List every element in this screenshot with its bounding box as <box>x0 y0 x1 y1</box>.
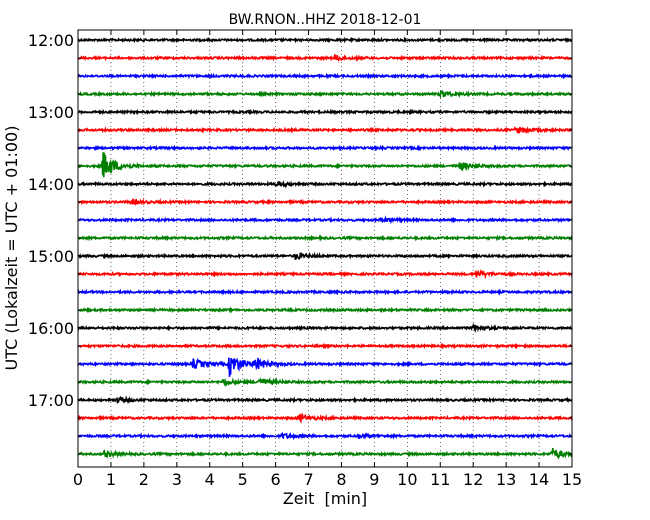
x-tick-label: 4 <box>205 470 215 489</box>
seismogram-trace <box>77 234 573 243</box>
x-tick-label: 12 <box>463 470 483 489</box>
seismogram-trace <box>77 376 573 388</box>
x-axis-label: Zeit [min] <box>283 489 367 508</box>
y-tick-label: 17:00 <box>28 391 74 410</box>
x-tick-label: 0 <box>73 470 83 489</box>
seismogram-trace <box>77 431 573 441</box>
y-tick-label: 15:00 <box>28 247 74 266</box>
seismogram-trace <box>77 54 573 63</box>
seismogram-trace <box>77 36 573 44</box>
x-tick-label: 2 <box>139 470 149 489</box>
seismogram-trace <box>77 412 573 424</box>
seismogram-trace <box>77 108 573 116</box>
seismogram-trace <box>77 152 573 178</box>
x-tick-label: 8 <box>336 470 346 489</box>
x-tick-label: 13 <box>496 470 516 489</box>
y-axis-label: UTC (Lokalzeit = UTC + 01:00) <box>2 126 21 371</box>
x-axis: 0 1 2 3 4 5 6 7 8 9 10 11 12 13 14 15 <box>73 30 582 489</box>
seismogram-trace <box>77 125 573 135</box>
seismogram-trace <box>77 251 573 260</box>
seismogram-trace <box>77 197 573 206</box>
vertical-grid <box>110 30 540 467</box>
seismogram-trace <box>77 144 573 152</box>
seismogram-trace <box>77 342 573 350</box>
seismogram-trace <box>78 306 573 314</box>
seismogram-trace <box>77 288 573 296</box>
seismogram-trace <box>77 215 573 225</box>
seismogram-trace <box>77 179 573 189</box>
seismogram-trace <box>77 89 573 99</box>
y-tick-label: 14:00 <box>28 175 74 194</box>
x-tick-label: 1 <box>106 470 116 489</box>
seismogram-trace <box>77 395 573 404</box>
seismogram-trace <box>77 269 573 280</box>
seismogram-trace <box>77 72 573 80</box>
y-tick-label: 12:00 <box>28 31 74 50</box>
x-tick-label: 11 <box>430 470 450 489</box>
x-tick-label: 5 <box>238 470 248 489</box>
chart-title: BW.RNON..HHZ 2018-12-01 <box>229 12 422 28</box>
x-tick-label: 15 <box>562 470 582 489</box>
seismogram-trace <box>77 448 573 460</box>
x-tick-label: 9 <box>369 470 379 489</box>
x-tick-label: 14 <box>529 470 549 489</box>
y-tick-label: 13:00 <box>28 103 74 122</box>
seismogram-trace <box>77 357 573 377</box>
x-tick-label: 10 <box>397 470 417 489</box>
y-axis: 12:00 13:00 14:00 15:00 16:00 17:00 <box>28 31 572 455</box>
seismogram-trace <box>77 322 573 334</box>
y-tick-label: 16:00 <box>28 319 74 338</box>
x-tick-label: 3 <box>172 470 182 489</box>
x-tick-label: 7 <box>303 470 313 489</box>
x-tick-label: 6 <box>271 470 281 489</box>
plot-frame <box>77 29 573 468</box>
trace-group <box>77 36 573 460</box>
